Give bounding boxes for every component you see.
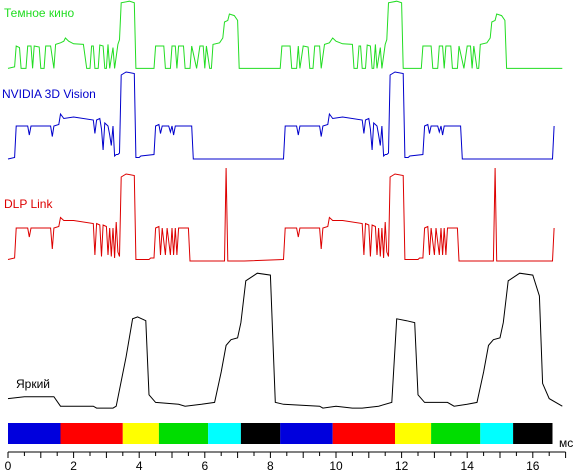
x-tick-label: 6 <box>201 459 208 473</box>
color-sequence-bar <box>8 423 553 444</box>
time-axis: 0 2 4 6 8 10 12 14 16 <box>5 451 567 473</box>
color-segment-8 <box>332 423 395 444</box>
x-tick-label: 12 <box>395 459 409 473</box>
color-segment-10 <box>431 423 481 444</box>
x-tick-label: 4 <box>136 459 143 473</box>
trace-1 <box>7 0 563 69</box>
trace-3 <box>7 167 555 262</box>
x-axis-unit: мс <box>559 436 574 450</box>
color-segment-2 <box>60 423 123 444</box>
series-label-nvidia-3d-vision: NVIDIA 3D Vision <box>2 87 96 101</box>
x-tick-label: 2 <box>70 459 77 473</box>
color-segment-3 <box>122 423 159 444</box>
series-label-bright: Яркий <box>16 377 50 391</box>
color-segment-11 <box>480 423 514 444</box>
trace-2 <box>7 71 555 160</box>
color-segment-7 <box>280 423 333 444</box>
x-tick-label: 0 <box>5 459 12 473</box>
x-tick-label: 10 <box>329 459 343 473</box>
x-tick-label: 8 <box>267 459 274 473</box>
color-segment-5 <box>208 423 241 444</box>
series-label-dlp-link: DLP Link <box>4 197 53 211</box>
color-segment-6 <box>240 423 281 444</box>
x-tick-label: 16 <box>526 459 540 473</box>
trace-4 <box>7 272 563 409</box>
x-tick-label: 14 <box>461 459 475 473</box>
traces-group <box>7 0 563 409</box>
color-segment-4 <box>158 423 209 444</box>
color-segment-9 <box>395 423 432 444</box>
series-label-dark-cinema: Темное кино <box>4 6 75 20</box>
color-segment-1 <box>8 423 61 444</box>
color-segment-12 <box>513 423 553 444</box>
